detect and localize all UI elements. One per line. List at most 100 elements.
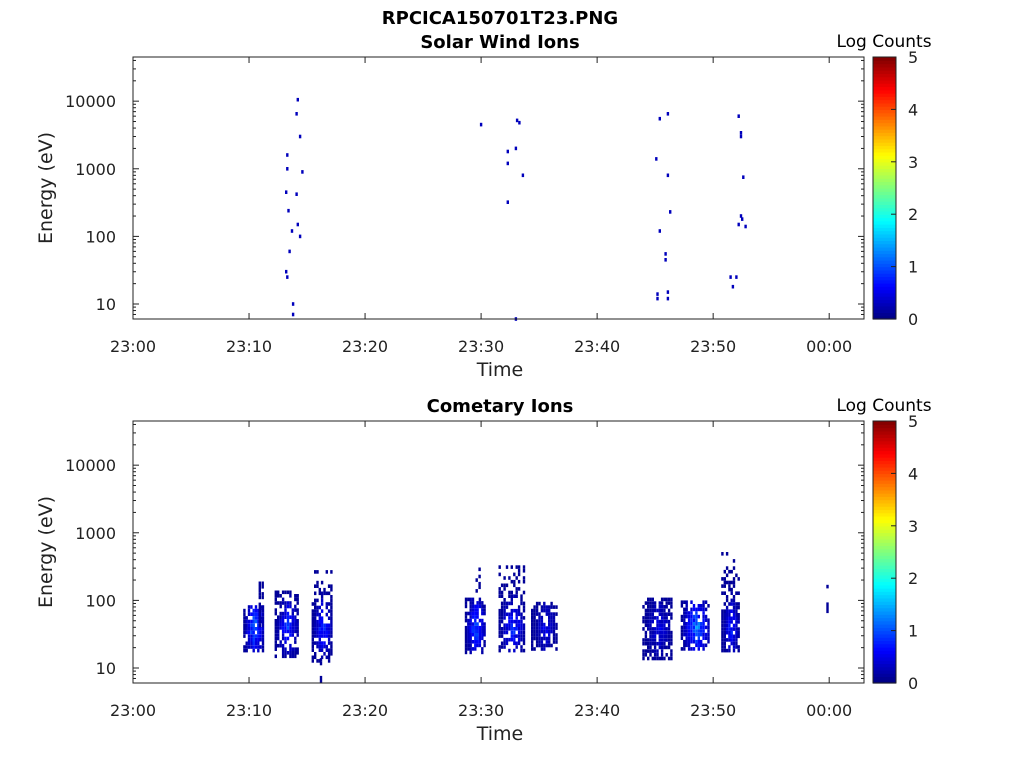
data-cell (510, 601, 513, 606)
data-cell (520, 627, 523, 631)
data-cell (257, 645, 260, 649)
data-cell (327, 659, 331, 663)
data-cell (520, 648, 523, 653)
data-cell (330, 644, 333, 649)
data-cell (318, 605, 321, 610)
data-cell (725, 605, 729, 610)
data-cell (543, 601, 546, 606)
data-cell (697, 622, 700, 626)
data-cell (476, 608, 479, 612)
data-cell (281, 619, 285, 623)
colorbar-segment (873, 210, 896, 215)
data-cell (704, 643, 708, 648)
data-cell (730, 580, 733, 585)
data-cell (651, 612, 654, 616)
data-cell (469, 650, 472, 655)
data-cell (291, 611, 294, 616)
colorbar-segment (873, 571, 896, 576)
data-cell (653, 601, 657, 605)
data-cell (725, 598, 729, 603)
data-cell (723, 641, 726, 646)
data-cell (277, 590, 280, 595)
colorbar-segment (873, 470, 896, 475)
data-cell (286, 153, 289, 157)
data-cell (548, 636, 551, 641)
colorbar-segment (873, 476, 896, 481)
colorbar-segment (873, 633, 896, 638)
data-cell (469, 618, 472, 623)
colorbar-segment (873, 129, 896, 133)
data-cell (294, 654, 297, 659)
data-cell (687, 611, 691, 615)
data-cell (723, 630, 726, 635)
data-cell (464, 636, 468, 641)
data-cell (503, 645, 506, 649)
data-cell (467, 647, 470, 651)
colorbar-segment (873, 171, 896, 176)
data-cell (647, 641, 650, 646)
colorbar-segment (873, 679, 896, 684)
cometary-ions-panel: Cometary Ions Log Counts Time Energy (eV… (35, 396, 932, 745)
data-cell (478, 618, 482, 623)
data-cell (483, 640, 486, 644)
data-cell (723, 569, 726, 574)
data-cell (254, 645, 258, 649)
data-cell (476, 640, 479, 644)
data-cell (259, 645, 262, 649)
data-cell (644, 649, 648, 653)
data-cell (471, 622, 475, 626)
data-cell (314, 634, 317, 638)
data-cell (481, 622, 484, 626)
data-cell (695, 618, 698, 622)
data-cell (261, 592, 264, 596)
data-cell (513, 634, 516, 638)
data-cell (252, 619, 255, 624)
data-cell (279, 622, 282, 627)
colorbar-segment (873, 119, 896, 124)
data-cell (642, 641, 645, 646)
data-cell (647, 597, 650, 602)
data-cell (254, 619, 258, 624)
data-cell (481, 601, 484, 605)
data-cell (680, 629, 684, 633)
data-cell (295, 112, 298, 116)
data-cell (730, 609, 733, 613)
colorbar-tick-label: 3 (908, 153, 918, 172)
data-cell (476, 625, 479, 630)
data-cell (658, 608, 661, 613)
data-cell (247, 630, 251, 635)
data-cell (669, 210, 672, 214)
data-cell (533, 626, 536, 630)
data-cell (725, 623, 729, 628)
data-cell (284, 601, 287, 605)
colorbar-segment (873, 191, 896, 196)
data-cell (515, 576, 518, 580)
data-cell (543, 636, 546, 641)
data-cell (670, 653, 673, 657)
data-cell (735, 620, 738, 624)
data-cell (685, 622, 688, 626)
data-cell (301, 170, 304, 174)
data-cell (656, 619, 659, 624)
data-cell (284, 647, 287, 651)
data-cell (642, 638, 645, 642)
colorbar-segment (873, 227, 896, 232)
data-cell (464, 643, 468, 648)
data-cell (683, 629, 686, 633)
data-cell (702, 618, 705, 622)
colorbar-segment (873, 509, 896, 514)
data-cell (685, 632, 688, 637)
data-cell (721, 609, 724, 613)
data-cell (725, 595, 729, 599)
data-cell (548, 615, 551, 620)
data-cell (476, 629, 479, 633)
data-cell (700, 622, 703, 626)
data-cell (289, 604, 292, 609)
data-cell (543, 643, 546, 648)
data-cell (500, 641, 504, 646)
data-cell (552, 636, 556, 641)
data-cell (704, 614, 708, 619)
data-cell (291, 626, 294, 630)
data-cell (320, 623, 324, 628)
data-cell (695, 614, 698, 619)
